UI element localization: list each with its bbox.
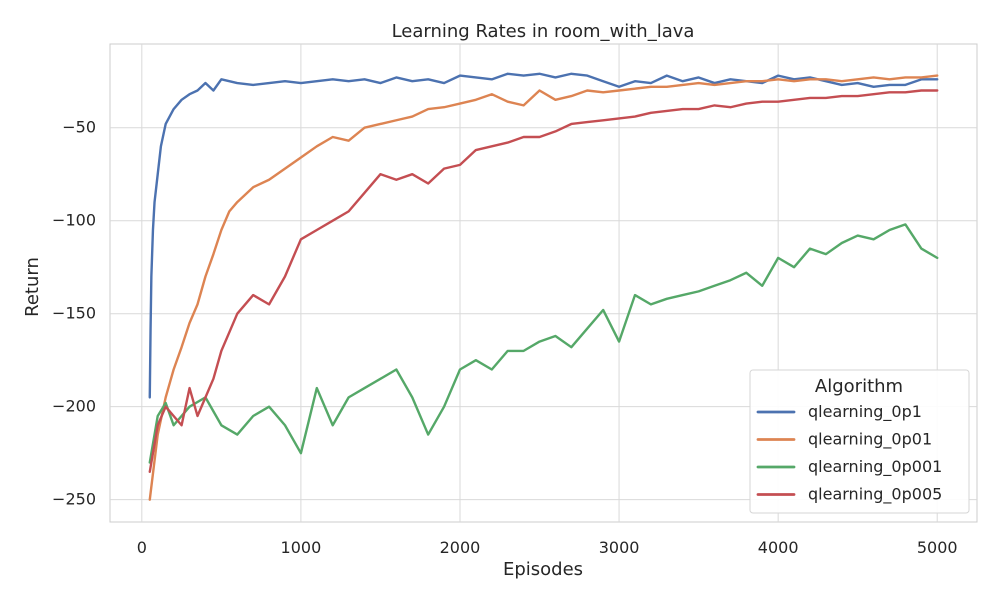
chart-title: Learning Rates in room_with_lava — [392, 21, 695, 42]
x-tick-label: 0 — [137, 538, 147, 557]
series-line-qlearning_0p1 — [148, 72, 939, 399]
series-layer — [148, 72, 939, 501]
x-tick-label: 2000 — [440, 538, 481, 557]
legend-label: qlearning_0p005 — [808, 485, 942, 505]
y-tick-label: −100 — [52, 211, 96, 230]
x-tick-label: 1000 — [281, 538, 322, 557]
tick-label-layer: 0 1000 2000 3000 4000 5000 −50 −100 −150 −200 −250 — [52, 118, 958, 557]
y-tick-label: −200 — [52, 397, 96, 416]
x-axis-label: Episodes — [503, 559, 583, 580]
y-tick-label: −50 — [62, 118, 96, 137]
y-tick-label: −250 — [52, 490, 96, 509]
legend-box — [749, 369, 970, 514]
x-tick-label: 5000 — [917, 538, 958, 557]
legend-title: Algorithm — [815, 376, 903, 397]
legend: Algorithm qlearning_0p1qlearning_0p01qle… — [749, 369, 970, 514]
series-line-qlearning_0p005 — [148, 89, 939, 473]
legend-items: qlearning_0p1 qlearning_0p01 qlearning_0p0… — [756, 402, 942, 505]
x-tick-label: 4000 — [758, 538, 799, 557]
legend-label: qlearning_0p01 — [808, 430, 932, 450]
legend-label: qlearning_0p1 — [808, 402, 922, 422]
series-line-qlearning_0p01 — [148, 74, 939, 501]
legend-label: qlearning_0p001 — [808, 457, 942, 477]
x-tick-label: 3000 — [599, 538, 640, 557]
series-line-qlearning_0p001 — [148, 223, 939, 464]
y-tick-label: −150 — [52, 304, 96, 323]
y-axis-label: Return — [22, 257, 43, 317]
